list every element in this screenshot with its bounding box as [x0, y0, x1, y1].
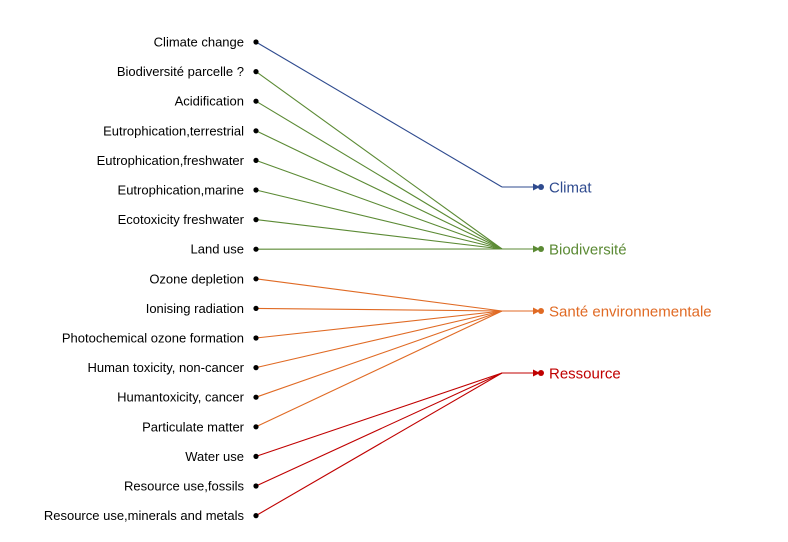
- indicator-label: Water use: [185, 449, 244, 464]
- connector-line: [255, 71, 503, 250]
- indicator-label: Eutrophication,marine: [118, 183, 244, 198]
- indicator-dot: [253, 335, 259, 341]
- category-label-ressource: Ressource: [549, 366, 621, 383]
- indicator-label: Particulate matter: [142, 419, 245, 434]
- indicator-label: Humantoxicity, cancer: [117, 390, 245, 405]
- indicator-dot: [253, 187, 259, 193]
- connector-line: [255, 310, 503, 339]
- indicator-dot: [253, 276, 259, 282]
- connector-line: [255, 278, 503, 312]
- indicator-dot: [253, 424, 259, 430]
- connector-line: [255, 100, 503, 250]
- indicator-dot: [253, 39, 259, 45]
- connector-line: [255, 219, 503, 250]
- arrow-head-icon: [533, 369, 540, 377]
- connector-line: [255, 159, 503, 250]
- indicator-dot: [253, 483, 259, 489]
- connector-line: [255, 130, 503, 250]
- indicator-dot: [253, 305, 259, 311]
- indicator-label: Ozone depletion: [149, 271, 244, 286]
- indicator-dot: [253, 453, 259, 459]
- indicator-label: Land use: [191, 242, 245, 257]
- arrow-head-icon: [533, 183, 540, 191]
- connector-lines: [255, 41, 503, 517]
- indicator-dot: [253, 128, 259, 134]
- connector-line: [255, 41, 503, 188]
- indicator-dot: [253, 98, 259, 104]
- indicator-dot: [253, 394, 259, 400]
- connector-line: [255, 310, 503, 398]
- indicator-dot: [253, 69, 259, 75]
- connector-line: [255, 372, 503, 517]
- indicator-label: Climate change: [154, 35, 244, 50]
- category-dot: [538, 184, 544, 190]
- indicator-label: Photochemical ozone formation: [62, 331, 244, 346]
- indicator-label: Resource use,minerals and metals: [44, 508, 245, 523]
- category-label-climat: Climat: [549, 180, 592, 197]
- connector-line: [255, 310, 503, 428]
- category-dot: [538, 308, 544, 314]
- arrow-head-icon: [533, 307, 540, 315]
- connector-line: [255, 372, 503, 457]
- indicator-label: Eutrophication,freshwater: [97, 153, 245, 168]
- category-dot: [538, 370, 544, 376]
- indicator-label: Eutrophication,terrestrial: [103, 123, 244, 138]
- indicator-label: Ionising radiation: [146, 301, 244, 316]
- category-label-sante: Santé environnementale: [549, 304, 712, 321]
- indicator-label: Ecotoxicity freshwater: [118, 212, 245, 227]
- connector-line: [255, 310, 503, 369]
- connector-line: [255, 372, 503, 487]
- category-dot: [538, 246, 544, 252]
- indicator-dot: [253, 246, 259, 252]
- indicator-dot: [253, 365, 259, 371]
- indicator-dot: [253, 157, 259, 163]
- connector-line: [255, 189, 503, 250]
- connector-line: [255, 307, 503, 312]
- indicator-list: Climate change Biodiversité parcelle ? Aci…: [44, 35, 259, 523]
- indicator-label: Biodiversité parcelle ?: [117, 64, 244, 79]
- indicator-label: Acidification: [175, 94, 244, 109]
- indicator-dot: [253, 217, 259, 223]
- indicator-label: Human toxicity, non-cancer: [87, 360, 244, 375]
- category-list: Climat Biodiversité Santé environnementale…: [502, 180, 712, 383]
- category-label-biodiversite: Biodiversité: [549, 242, 627, 259]
- arrow-head-icon: [533, 245, 540, 253]
- indicator-dot: [253, 513, 259, 519]
- indicator-label: Resource use,fossils: [124, 479, 244, 494]
